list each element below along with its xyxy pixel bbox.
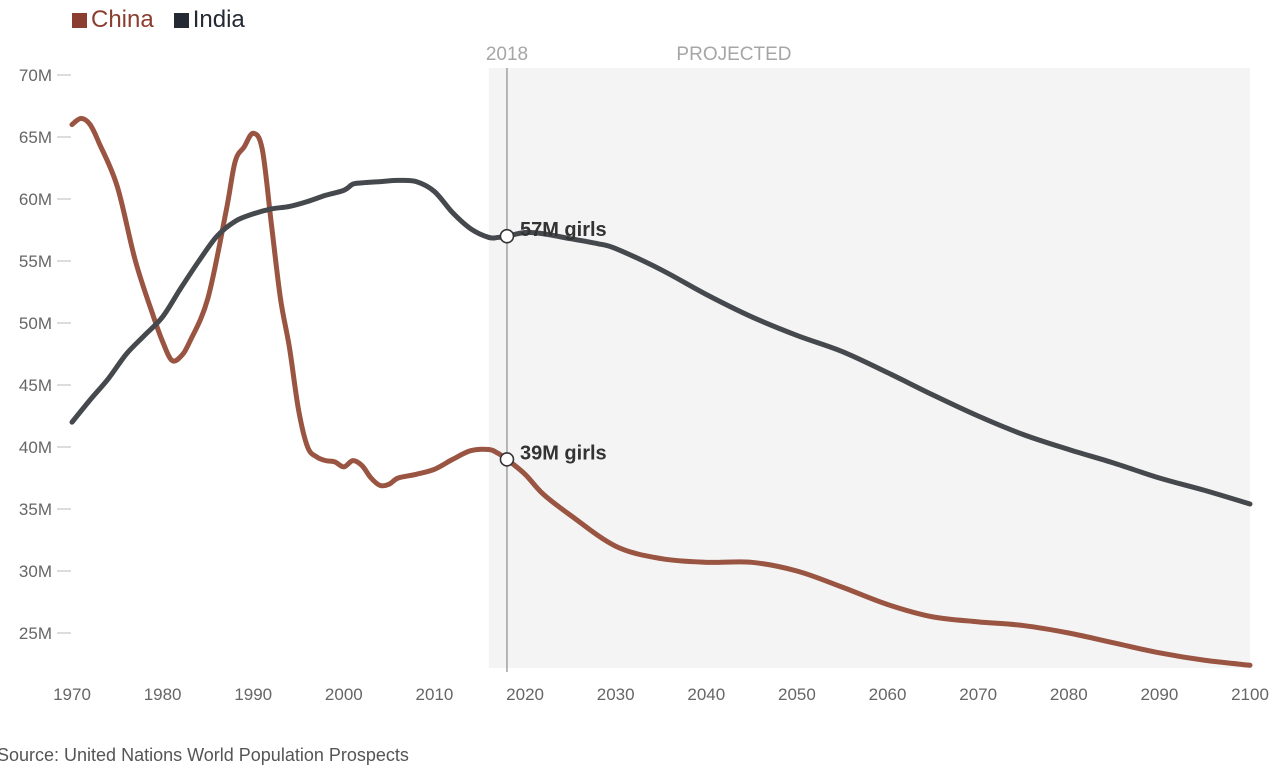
y-tick-label: 55M (19, 252, 52, 271)
y-tick-label: 50M (19, 314, 52, 333)
y-tick-label: 30M (19, 562, 52, 581)
y-tick-label: 40M (19, 438, 52, 457)
legend: China India (72, 6, 245, 34)
x-tick-label: 2090 (1140, 685, 1178, 704)
y-tick-label: 45M (19, 376, 52, 395)
x-tick-label: 1980 (144, 685, 182, 704)
y-tick-label: 65M (19, 128, 52, 147)
legend-swatch (173, 12, 189, 28)
x-tick-label: 2060 (869, 685, 907, 704)
annotation-point-china (499, 452, 515, 467)
x-tick-label: 2040 (687, 685, 725, 704)
x-tick-label: 1970 (53, 685, 91, 704)
marker-label-2018: 2018 (486, 44, 528, 65)
y-tick-label: 70M (19, 66, 52, 85)
legend-label: India (192, 6, 245, 33)
annotation-point-india (499, 228, 515, 244)
y-tick-label: 25M (19, 624, 52, 643)
x-tick-label: 2020 (506, 685, 544, 704)
legend-item-india: India (173, 6, 245, 34)
series-line-india (69, 177, 1253, 507)
source-note: Source: United Nations World Population … (0, 745, 409, 765)
x-tick-label: 2030 (597, 685, 635, 704)
legend-item-china: China (72, 6, 154, 34)
y-tick-label: 35M (19, 500, 52, 519)
x-tick-label: 2050 (778, 685, 816, 704)
x-tick-label: 2070 (959, 685, 997, 704)
projected-label: PROJECTED (676, 44, 791, 65)
x-tick-label: 2010 (416, 685, 454, 704)
y-tick-label: 60M (19, 190, 52, 209)
x-tick-label: 2100 (1231, 685, 1269, 704)
legend-swatch (72, 12, 87, 28)
series-line-china (69, 115, 1253, 668)
x-tick-label: 2000 (325, 685, 363, 704)
legend-label: China (91, 6, 154, 33)
projected-region (488, 68, 1250, 668)
annotation-label-india: 57M girls (520, 219, 607, 241)
x-tick-label: 2080 (1050, 685, 1088, 704)
annotation-label-china: 39M girls (520, 442, 607, 464)
x-tick-label: 1990 (234, 685, 272, 704)
